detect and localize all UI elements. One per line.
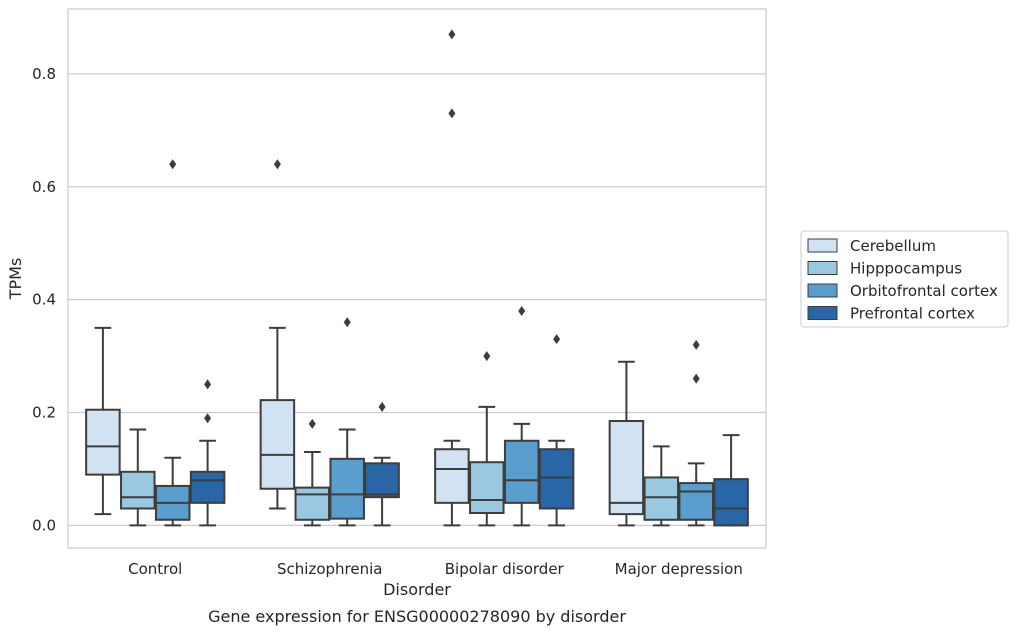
iqr-box <box>713 478 749 527</box>
x-tick-label: Major depression <box>615 560 743 578</box>
outlier-point <box>448 108 456 119</box>
legend-swatch <box>807 306 838 320</box>
legend-label: Prefrontal cortex <box>850 305 975 323</box>
chart-caption: Gene expression for ENSG00000278090 by d… <box>208 607 626 626</box>
iqr-box <box>85 408 121 476</box>
box-3-4 <box>678 339 714 527</box>
box-1-2 <box>259 159 296 510</box>
box-4-4 <box>713 434 749 527</box>
x-tick-label: Schizophrenia <box>277 560 382 578</box>
outlier-point <box>378 401 386 412</box>
x-tick-labels: Control Schizophrenia Bipolar disorder Majo… <box>128 560 743 578</box>
box-4-1 <box>189 379 226 527</box>
y-tick-label: 0.2 <box>32 404 56 422</box>
outlier-point <box>204 379 212 390</box>
legend: Cerebellum Hipppocampus Orbitofrontal cort… <box>800 230 1009 328</box>
box-2-4 <box>643 445 680 527</box>
iqr-box <box>608 420 645 516</box>
iqr-box <box>259 399 296 490</box>
legend-swatch <box>807 238 838 253</box>
plot-frame <box>67 8 767 549</box>
iqr-box <box>329 457 365 520</box>
legend-swatch <box>807 283 838 298</box>
iqr-box <box>503 439 540 504</box>
x-axis-title: Disorder <box>383 580 451 599</box>
legend-swatch <box>807 261 838 275</box>
box-4-2 <box>364 401 400 527</box>
box-1-4 <box>608 360 645 527</box>
gridlines <box>68 73 766 527</box>
box-1-1 <box>85 326 121 516</box>
outlier-point <box>483 351 491 362</box>
iqr-box <box>678 482 714 521</box>
outlier-point <box>448 29 456 40</box>
legend-label: Orbitofrontal cortex <box>850 282 998 300</box>
y-tick-label: 0.4 <box>32 291 56 309</box>
legend-frame <box>800 230 1009 328</box>
outlier-point <box>692 373 700 384</box>
y-tick-label: 0.8 <box>32 65 56 83</box>
outlier-point <box>308 418 316 429</box>
y-tick-labels: 0.0 0.2 0.4 0.6 0.8 <box>32 65 56 535</box>
outlier-point <box>273 159 281 170</box>
iqr-box <box>469 461 505 515</box>
outlier-point <box>204 413 212 424</box>
x-tick-label: Bipolar disorder <box>445 560 565 578</box>
iqr-box <box>643 476 680 521</box>
y-tick-label: 0.0 <box>32 516 56 534</box>
iqr-box <box>189 470 226 504</box>
y-axis-title: TPMs <box>6 258 25 301</box>
outlier-point <box>343 317 351 328</box>
box-3-1 <box>154 159 191 527</box>
iqr-box <box>294 486 331 521</box>
box-2-2 <box>294 418 331 527</box>
boxes <box>85 29 749 527</box>
legend-label: Hipppocampus <box>850 260 962 278</box>
box-3-2 <box>329 317 365 527</box>
iqr-box <box>434 448 470 504</box>
outlier-point <box>169 159 177 170</box>
outlier-point <box>692 339 700 350</box>
outlier-point <box>553 334 561 345</box>
iqr-box <box>538 448 575 510</box>
iqr-box <box>120 470 156 510</box>
legend-label: Cerebellum <box>850 237 936 255</box>
y-tick-label: 0.6 <box>32 178 56 196</box>
box-2-1 <box>120 428 156 527</box>
x-tick-label: Control <box>128 560 182 578</box>
box-3-3 <box>503 305 540 527</box>
box-4-3 <box>538 334 575 527</box>
iqr-box <box>364 462 400 499</box>
box-2-3 <box>469 351 505 527</box>
outlier-point <box>518 305 526 316</box>
box-1-3 <box>434 29 470 527</box>
